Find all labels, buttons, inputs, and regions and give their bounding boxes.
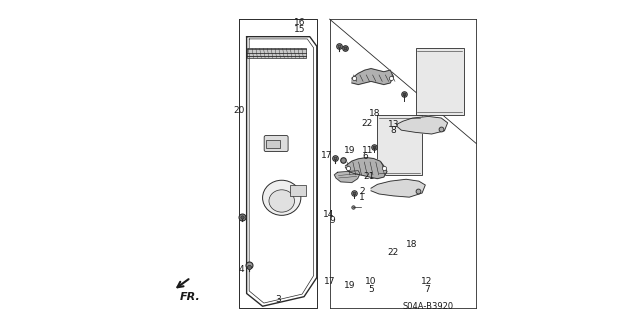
Text: 14: 14 (323, 210, 335, 219)
FancyBboxPatch shape (264, 136, 288, 152)
Text: 7: 7 (424, 285, 429, 293)
Bar (416, 48, 463, 115)
Text: 5: 5 (368, 285, 374, 293)
Bar (290, 185, 306, 196)
Ellipse shape (269, 190, 294, 212)
Text: 19: 19 (344, 281, 355, 290)
Polygon shape (352, 69, 394, 85)
Bar (378, 115, 422, 175)
Text: 18: 18 (406, 241, 418, 249)
Text: 18: 18 (369, 109, 381, 118)
Polygon shape (371, 179, 425, 197)
Text: S04A-B3920: S04A-B3920 (403, 302, 454, 311)
Text: 12: 12 (421, 278, 433, 286)
Text: FR.: FR. (180, 292, 200, 302)
Text: 22: 22 (387, 248, 398, 256)
Text: 9: 9 (329, 216, 335, 225)
Text: 16: 16 (294, 19, 305, 27)
Text: 6: 6 (362, 152, 368, 161)
Text: 10: 10 (365, 278, 377, 286)
Text: 15: 15 (294, 25, 305, 34)
Text: 17: 17 (321, 151, 332, 160)
Text: 1: 1 (359, 193, 365, 202)
Text: 21: 21 (363, 172, 374, 181)
Text: 22: 22 (362, 119, 372, 128)
Polygon shape (397, 116, 447, 134)
Text: 11: 11 (362, 146, 374, 155)
Text: 8: 8 (390, 126, 396, 135)
Polygon shape (334, 171, 360, 182)
Ellipse shape (262, 180, 301, 215)
Bar (247, 48, 306, 58)
Text: 20: 20 (233, 106, 244, 115)
Polygon shape (346, 158, 387, 179)
Text: 13: 13 (388, 120, 399, 129)
Text: 17: 17 (324, 277, 335, 286)
Bar (266, 140, 280, 148)
Text: 2: 2 (359, 187, 365, 196)
Text: 19: 19 (344, 146, 355, 155)
Text: 3: 3 (276, 295, 282, 304)
Text: 4: 4 (239, 265, 244, 274)
